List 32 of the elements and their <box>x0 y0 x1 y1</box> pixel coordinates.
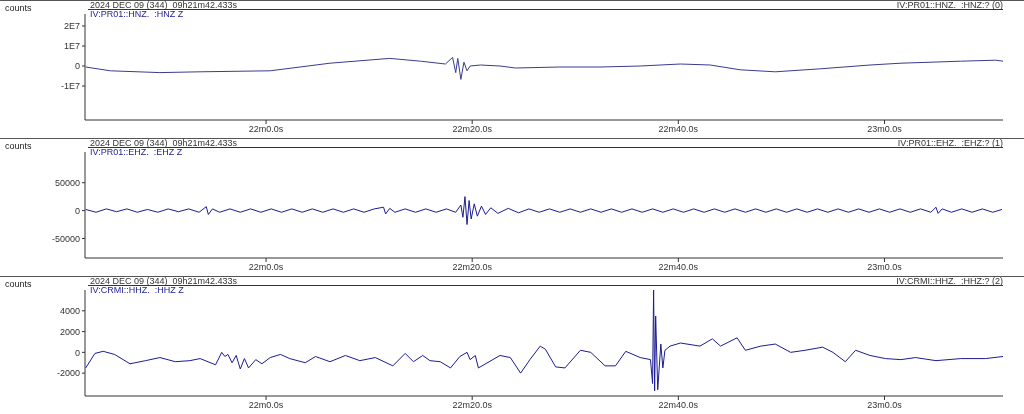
y-tick-label: 1E7 <box>63 41 80 52</box>
y-tick-label: -2000 <box>56 368 80 379</box>
y-axis-title: counts <box>5 279 32 289</box>
chart-title: 2024 DEC 09 (344) 09h21m42.433s <box>90 276 238 286</box>
x-tick-label: 22m0.0s <box>248 262 284 273</box>
y-tick-label: 2000 <box>59 326 80 337</box>
x-tick-label: 22m40.0s <box>658 124 699 135</box>
y-tick-label: 0 <box>74 347 80 358</box>
chart-title: 2024 DEC 09 (344) 09h21m42.433s <box>90 138 238 148</box>
x-tick-label: 23m0.0s <box>867 400 903 411</box>
chart-subtitle: IV:PR01::EHZ. :EHZ Z <box>90 147 183 157</box>
chart-title: 2024 DEC 09 (344) 09h21m42.433s <box>90 0 238 10</box>
chart-subtitle: IV:CRMI::HHZ. :HHZ Z <box>90 285 184 295</box>
x-tick-label: 22m20.0s <box>452 262 493 273</box>
chart-subtitle: IV:PR01::HNZ. :HNZ Z <box>90 9 184 19</box>
y-tick-label: -1E7 <box>60 81 80 92</box>
x-tick-label: 22m0.0s <box>248 400 284 411</box>
x-tick-label: 22m0.0s <box>248 124 284 135</box>
x-tick-label: 23m0.0s <box>867 124 903 135</box>
x-tick-label: 22m20.0s <box>452 124 493 135</box>
y-tick-label: 0 <box>74 205 80 216</box>
y-tick-label: 50000 <box>54 177 80 188</box>
x-tick-label: 23m0.0s <box>867 262 903 273</box>
x-tick-label: 22m40.0s <box>658 262 699 273</box>
x-tick-label: 22m20.0s <box>452 400 493 411</box>
x-tick-label: 22m40.0s <box>658 400 699 411</box>
y-tick-label: 4000 <box>59 305 80 316</box>
y-tick-label: 2E7 <box>63 21 80 32</box>
y-tick-label: 0 <box>74 61 80 72</box>
y-axis-title: counts <box>5 3 32 13</box>
y-tick-label: -50000 <box>51 233 80 244</box>
y-axis-title: counts <box>5 141 32 151</box>
